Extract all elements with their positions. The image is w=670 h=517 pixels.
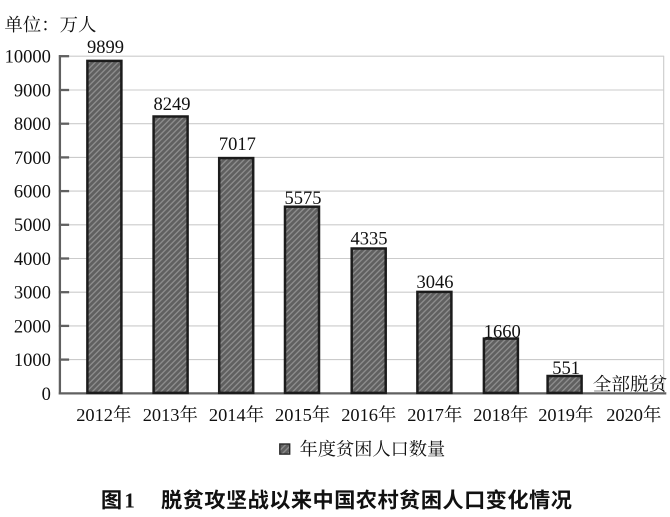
svg-text:2016: 2016 [341, 405, 378, 425]
svg-text:9899: 9899 [87, 38, 124, 58]
svg-text:5000: 5000 [14, 216, 51, 236]
svg-text:2000: 2000 [14, 317, 51, 337]
svg-text:3000: 3000 [14, 284, 51, 304]
svg-text:1660: 1660 [484, 322, 521, 342]
svg-text:4000: 4000 [14, 250, 51, 270]
svg-text:2013: 2013 [143, 405, 180, 425]
svg-text:551: 551 [552, 359, 580, 379]
svg-text:2017: 2017 [407, 405, 444, 425]
svg-text:4335: 4335 [351, 229, 388, 249]
svg-text:2020: 2020 [606, 405, 643, 425]
svg-text:7017: 7017 [219, 135, 256, 155]
svg-text:2018: 2018 [473, 405, 510, 425]
svg-text:2012: 2012 [76, 405, 113, 425]
svg-text:7000: 7000 [14, 149, 51, 169]
svg-text:8249: 8249 [154, 95, 191, 115]
svg-text:10000: 10000 [5, 48, 51, 68]
svg-text:5575: 5575 [285, 189, 322, 209]
svg-text:1: 1 [124, 489, 135, 513]
svg-text:8000: 8000 [14, 115, 51, 135]
svg-text:2014: 2014 [209, 405, 246, 425]
svg-text:2019: 2019 [538, 405, 575, 425]
svg-text:0: 0 [42, 385, 51, 405]
svg-text:9000: 9000 [14, 81, 51, 101]
svg-text:3046: 3046 [417, 273, 454, 293]
svg-text:1000: 1000 [14, 351, 51, 371]
svg-text:2015: 2015 [275, 405, 312, 425]
svg-text:6000: 6000 [14, 183, 51, 203]
